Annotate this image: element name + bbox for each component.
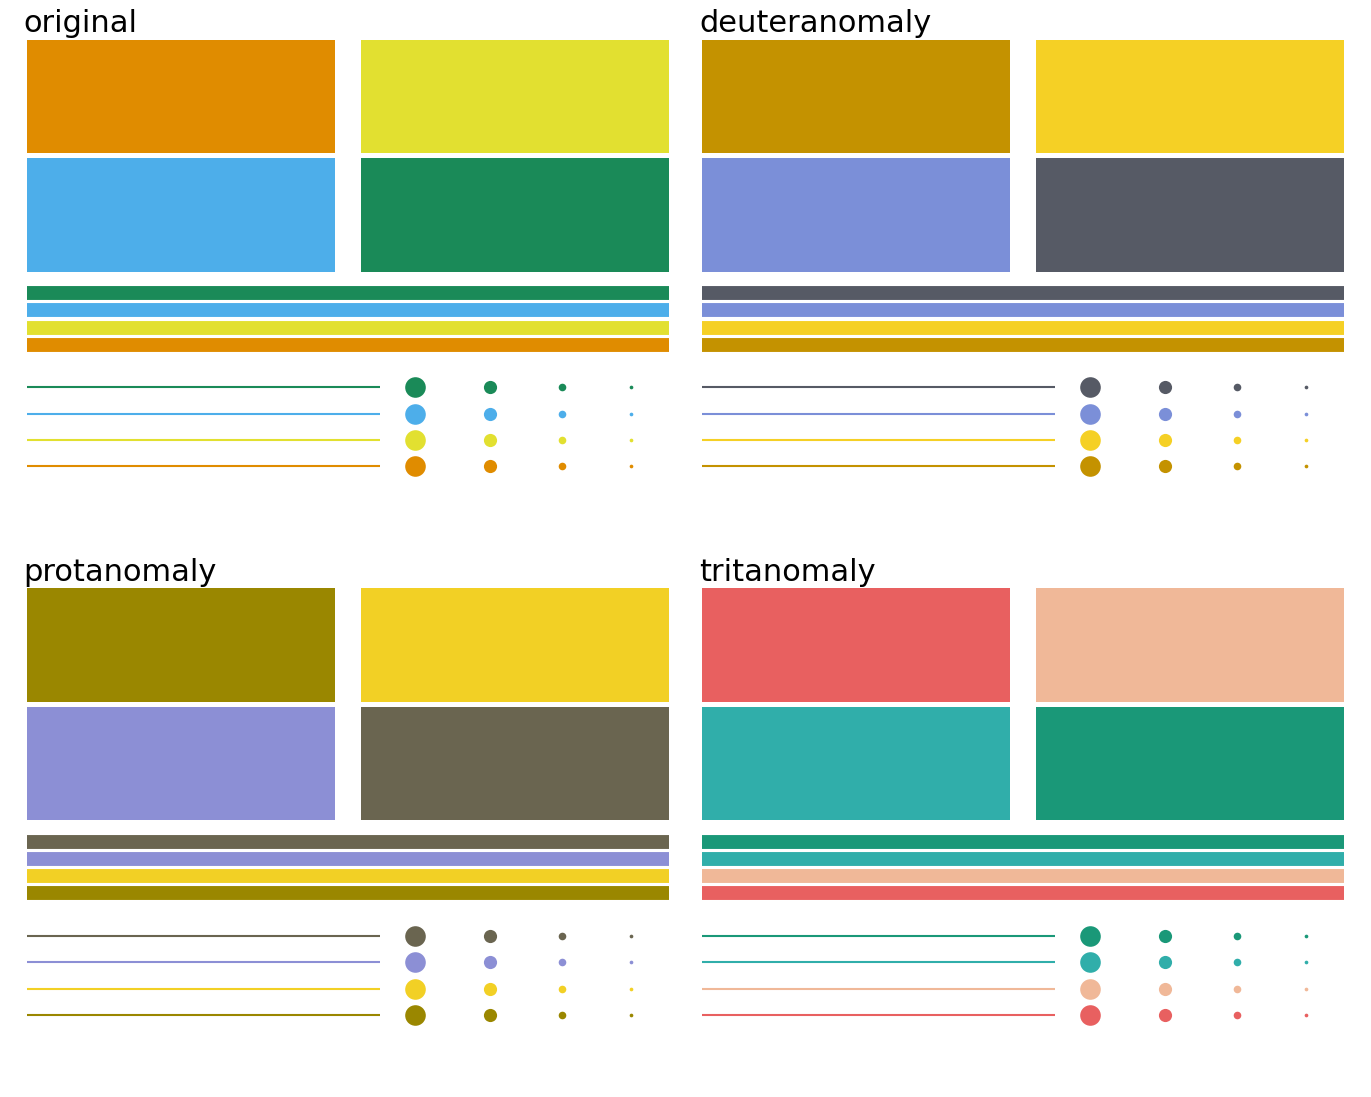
Point [1154, 980, 1176, 997]
Point [1226, 953, 1248, 971]
Point [403, 953, 425, 971]
Point [620, 457, 642, 475]
Point [478, 431, 500, 449]
Point [1154, 927, 1176, 945]
Point [1079, 431, 1101, 449]
Point [551, 980, 573, 997]
Point [1079, 953, 1101, 971]
Point [478, 405, 500, 422]
Text: original: original [23, 10, 137, 38]
Point [403, 457, 425, 475]
Text: deuteranomaly: deuteranomaly [699, 10, 931, 38]
Point [1154, 953, 1176, 971]
Point [1226, 1006, 1248, 1024]
Point [551, 1006, 573, 1024]
Point [1226, 405, 1248, 422]
Point [1154, 431, 1176, 449]
Point [1296, 1006, 1318, 1024]
Point [551, 431, 573, 449]
Point [1296, 953, 1318, 971]
Point [620, 953, 642, 971]
Point [1296, 457, 1318, 475]
Point [478, 1006, 500, 1024]
Point [1079, 378, 1101, 396]
Point [620, 927, 642, 945]
Point [1226, 457, 1248, 475]
Point [1154, 405, 1176, 422]
Point [478, 378, 500, 396]
Point [620, 1006, 642, 1024]
Point [620, 431, 642, 449]
Point [1079, 405, 1101, 422]
Point [551, 953, 573, 971]
Point [1226, 980, 1248, 997]
Point [1079, 980, 1101, 997]
Point [478, 457, 500, 475]
Point [1226, 431, 1248, 449]
Point [1296, 431, 1318, 449]
Point [551, 927, 573, 945]
Point [620, 378, 642, 396]
Point [1296, 927, 1318, 945]
Point [478, 927, 500, 945]
Point [1154, 1006, 1176, 1024]
Point [403, 405, 425, 422]
Point [1296, 980, 1318, 997]
Point [620, 980, 642, 997]
Point [1154, 378, 1176, 396]
Point [478, 953, 500, 971]
Point [551, 405, 573, 422]
Point [403, 1006, 425, 1024]
Point [1079, 927, 1101, 945]
Point [403, 927, 425, 945]
Point [478, 980, 500, 997]
Point [403, 378, 425, 396]
Point [551, 457, 573, 475]
Text: tritanomaly: tritanomaly [699, 558, 876, 587]
Point [551, 378, 573, 396]
Point [1226, 927, 1248, 945]
Point [1296, 378, 1318, 396]
Point [403, 431, 425, 449]
Point [1079, 457, 1101, 475]
Point [403, 980, 425, 997]
Point [1296, 405, 1318, 422]
Text: protanomaly: protanomaly [23, 558, 217, 587]
Point [620, 405, 642, 422]
Point [1079, 1006, 1101, 1024]
Point [1154, 457, 1176, 475]
Point [1226, 378, 1248, 396]
